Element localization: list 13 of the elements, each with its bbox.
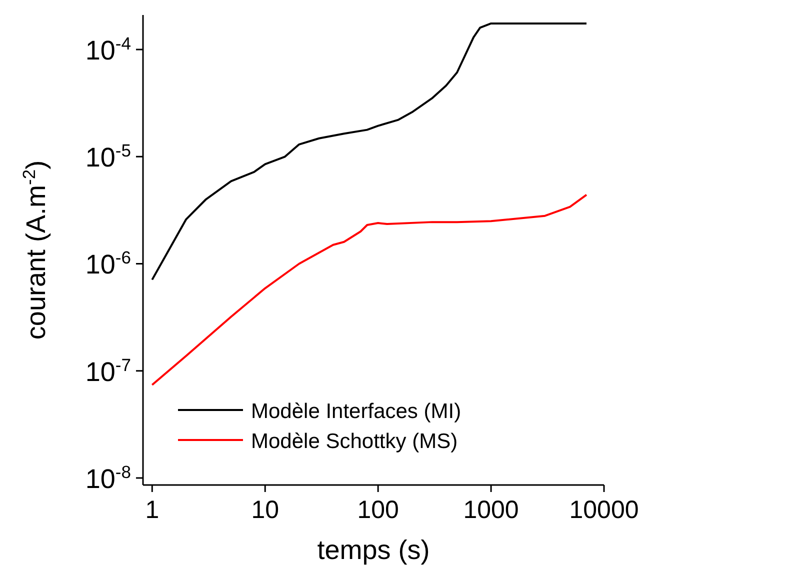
x-tick-label: 1 (145, 496, 160, 524)
x-tick-label: 1000 (463, 496, 519, 524)
x-tick-label: 10 (251, 496, 280, 524)
y-tick-label: 10$^{-4}$ (85, 34, 132, 66)
x-tick-label: 10000 (569, 496, 639, 524)
legend-label: Modèle Schottky (MS) (251, 430, 458, 453)
legend-label: Modèle Interfaces (MI) (251, 400, 462, 423)
y-tick-label: 10$^{-8}$ (85, 462, 131, 494)
y-tick-label: 10$^{-7}$ (85, 354, 131, 387)
x-tick-label: 100 (357, 496, 399, 524)
x-axis-title: temps (s) (317, 535, 430, 565)
y-tick-label: 10$^{-6}$ (85, 248, 131, 280)
y-tick-label: 10$^{-5}$ (85, 140, 132, 173)
